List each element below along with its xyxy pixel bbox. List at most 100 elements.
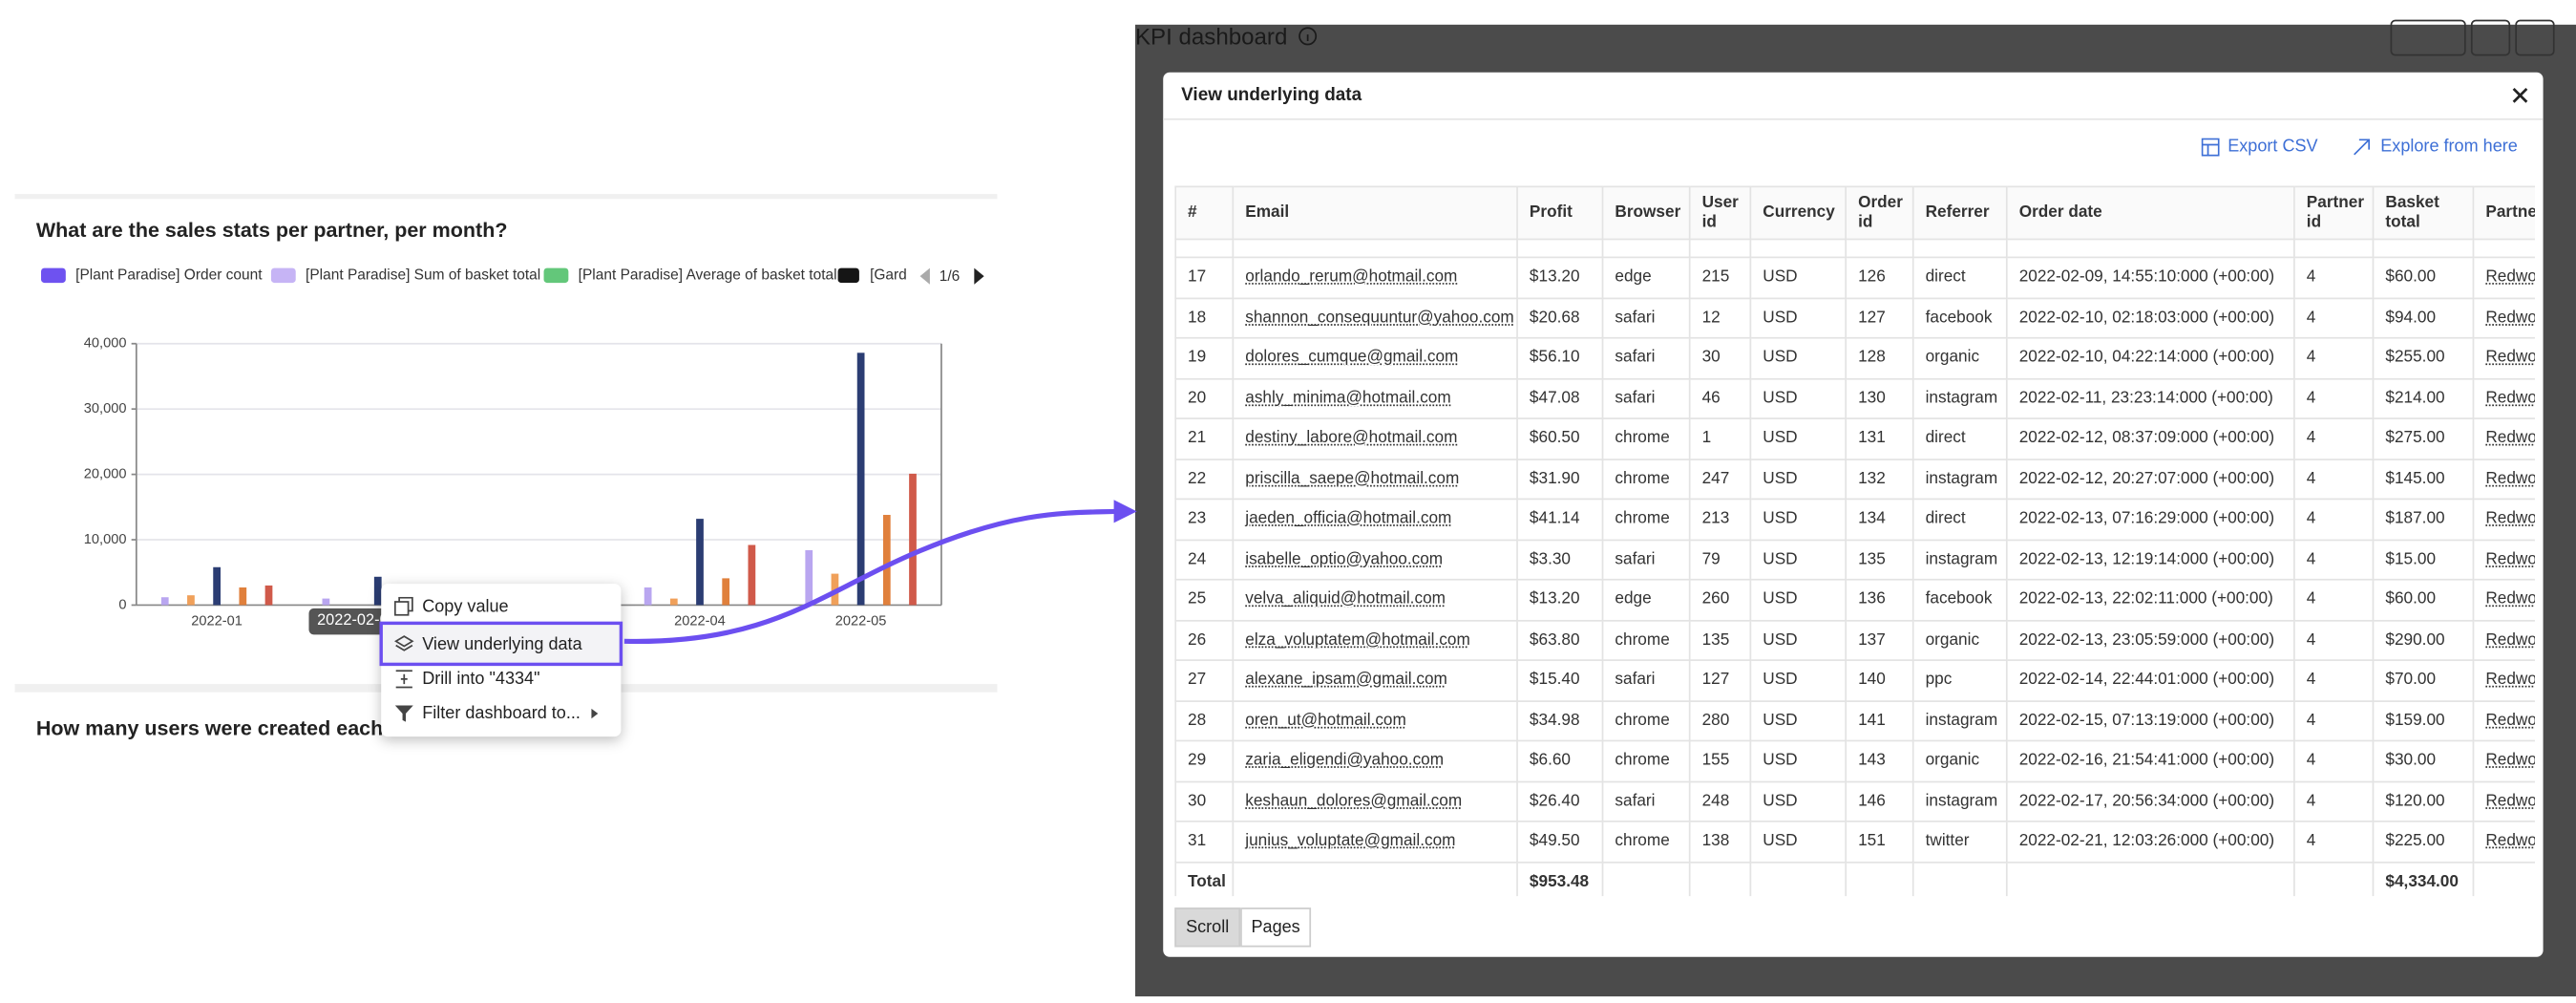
- column-header[interactable]: Profit: [1516, 185, 1604, 241]
- cell[interactable]: Redwo: [2472, 779, 2535, 822]
- cell: 136: [1845, 578, 1914, 621]
- cell[interactable]: shannon_consequuntur@yahoo.com: [1232, 296, 1518, 339]
- scroll-toggle[interactable]: Scroll: [1174, 907, 1241, 948]
- cell: [2372, 238, 2475, 259]
- cell[interactable]: orlando_rerum@hotmail.com: [1232, 256, 1518, 299]
- refresh-button[interactable]: [2390, 19, 2466, 56]
- cell: USD: [1749, 538, 1848, 581]
- pager-next[interactable]: [974, 267, 984, 285]
- cell[interactable]: Redwo: [2472, 377, 2535, 419]
- cell[interactable]: elza_voluptatem@hotmail.com: [1232, 619, 1518, 661]
- menu-item[interactable]: View underlying data: [379, 621, 623, 667]
- cell: chrome: [1601, 739, 1691, 782]
- legend-item[interactable]: [Gard: [837, 267, 907, 283]
- edit-button[interactable]: [2470, 19, 2511, 56]
- divider: [1163, 117, 2544, 120]
- cell[interactable]: Redwo: [2472, 296, 2535, 339]
- bar: [909, 473, 917, 606]
- cell[interactable]: zaria_eligendi@yahoo.com: [1232, 739, 1518, 782]
- cell: USD: [1749, 659, 1848, 702]
- cell: organic: [1911, 739, 2008, 782]
- cell[interactable]: oren_ut@hotmail.com: [1232, 699, 1518, 742]
- legend-pager[interactable]: 1/6: [917, 265, 990, 288]
- menu-item[interactable]: Filter dashboard to...: [381, 695, 621, 732]
- share-button[interactable]: [2515, 19, 2555, 56]
- cell[interactable]: Redwo: [2472, 458, 2535, 501]
- legend-item[interactable]: [Plant Paradise] Order count: [41, 267, 263, 283]
- pager-prev[interactable]: [919, 267, 930, 285]
- bar: [856, 352, 865, 606]
- table-row: 24 isabelle_optio@yahoo.com $3.30 safari 79 U…: [1174, 538, 2535, 581]
- cell[interactable]: isabelle_optio@yahoo.com: [1232, 538, 1518, 581]
- cell[interactable]: keshaun_dolores@gmail.com: [1232, 779, 1518, 822]
- icon: [394, 705, 413, 722]
- column-header[interactable]: #: [1174, 185, 1235, 241]
- info-icon[interactable]: [1298, 27, 1318, 47]
- table-row: 22 priscilla_saepe@hotmail.com $31.90 chrom…: [1174, 458, 2535, 501]
- legend-item[interactable]: [Plant Paradise] Average of basket total: [543, 267, 837, 283]
- bar: [722, 578, 730, 606]
- cell: chrome: [1601, 458, 1691, 501]
- legend-item[interactable]: [Plant Paradise] Sum of basket total: [270, 267, 540, 283]
- cell[interactable]: destiny_labore@hotmail.com: [1232, 417, 1518, 460]
- cell[interactable]: alexane_ipsam@gmail.com: [1232, 659, 1518, 702]
- cell: 22: [1174, 458, 1235, 501]
- x-tick-label: 2022-01: [191, 614, 243, 630]
- cell: 213: [1688, 498, 1752, 541]
- column-header[interactable]: Basket total: [2372, 185, 2475, 241]
- cell[interactable]: Redwo: [2472, 336, 2535, 379]
- action-label: Explore from here: [2380, 136, 2518, 157]
- column-header[interactable]: Browser: [1601, 185, 1691, 241]
- icon: [591, 708, 599, 719]
- table-row: 19 dolores_cumque@gmail.com $56.10 safari 30…: [1174, 336, 2535, 379]
- column-header[interactable]: Order id: [1845, 185, 1914, 241]
- cell: $159.00: [2372, 699, 2475, 742]
- column-header[interactable]: User id: [1688, 185, 1752, 241]
- cell[interactable]: Redwo: [2472, 498, 2535, 541]
- column-header[interactable]: Currency: [1749, 185, 1848, 241]
- column-header[interactable]: Order date: [2005, 185, 2295, 241]
- cell[interactable]: Redwo: [2472, 538, 2535, 581]
- context-menu: Copy value View underlying data Drill in…: [379, 584, 623, 737]
- close-button[interactable]: [2512, 87, 2528, 103]
- table-row: 30 keshaun_dolores@gmail.com $26.40 safari 2…: [1174, 779, 2535, 822]
- explore-link[interactable]: Explore from here: [2353, 137, 2518, 157]
- cell[interactable]: Redwo: [2472, 256, 2535, 299]
- cell: chrome: [1601, 820, 1691, 863]
- bar: [213, 566, 221, 606]
- bar: [187, 595, 195, 606]
- x-tick-label: 2022-04: [674, 614, 726, 630]
- export-csv[interactable]: Export CSV: [2201, 137, 2318, 157]
- total-cell: $4,334.00: [2372, 861, 2475, 897]
- column-header[interactable]: Referrer: [1911, 185, 2008, 241]
- partial-row: [1174, 238, 2535, 259]
- cell: 31: [1174, 820, 1235, 863]
- cell: 128: [1845, 336, 1914, 379]
- cell[interactable]: velva_aliquid@hotmail.com: [1232, 578, 1518, 621]
- cell: $60.00: [2372, 578, 2475, 621]
- pages-toggle[interactable]: Pages: [1240, 907, 1312, 948]
- cell[interactable]: priscilla_saepe@hotmail.com: [1232, 458, 1518, 501]
- cell[interactable]: Redwo: [2472, 739, 2535, 782]
- menu-item[interactable]: Drill into "4334": [381, 661, 621, 697]
- menu-item[interactable]: Copy value: [381, 588, 621, 625]
- cell: USD: [1749, 699, 1848, 742]
- cell: $120.00: [2372, 779, 2475, 822]
- cell: 4: [2293, 256, 2375, 299]
- bar: [644, 587, 652, 606]
- column-header[interactable]: Email: [1232, 185, 1518, 241]
- bar: [669, 598, 678, 606]
- cell: USD: [1749, 820, 1848, 863]
- cell: $49.50: [1516, 820, 1604, 863]
- cell: 151: [1845, 820, 1914, 863]
- cell[interactable]: Redwo: [2472, 659, 2535, 702]
- cell[interactable]: Redwo: [2472, 820, 2535, 863]
- cell: [2472, 238, 2535, 259]
- cell[interactable]: junius_voluptate@gmail.com: [1232, 820, 1518, 863]
- bar: [373, 576, 382, 606]
- cell[interactable]: Redwo: [2472, 578, 2535, 621]
- column-header[interactable]: Partne: [2472, 185, 2535, 241]
- bar: [160, 597, 169, 606]
- cell[interactable]: jaeden_officia@hotmail.com: [1232, 498, 1518, 541]
- column-header[interactable]: Partner id: [2293, 185, 2375, 241]
